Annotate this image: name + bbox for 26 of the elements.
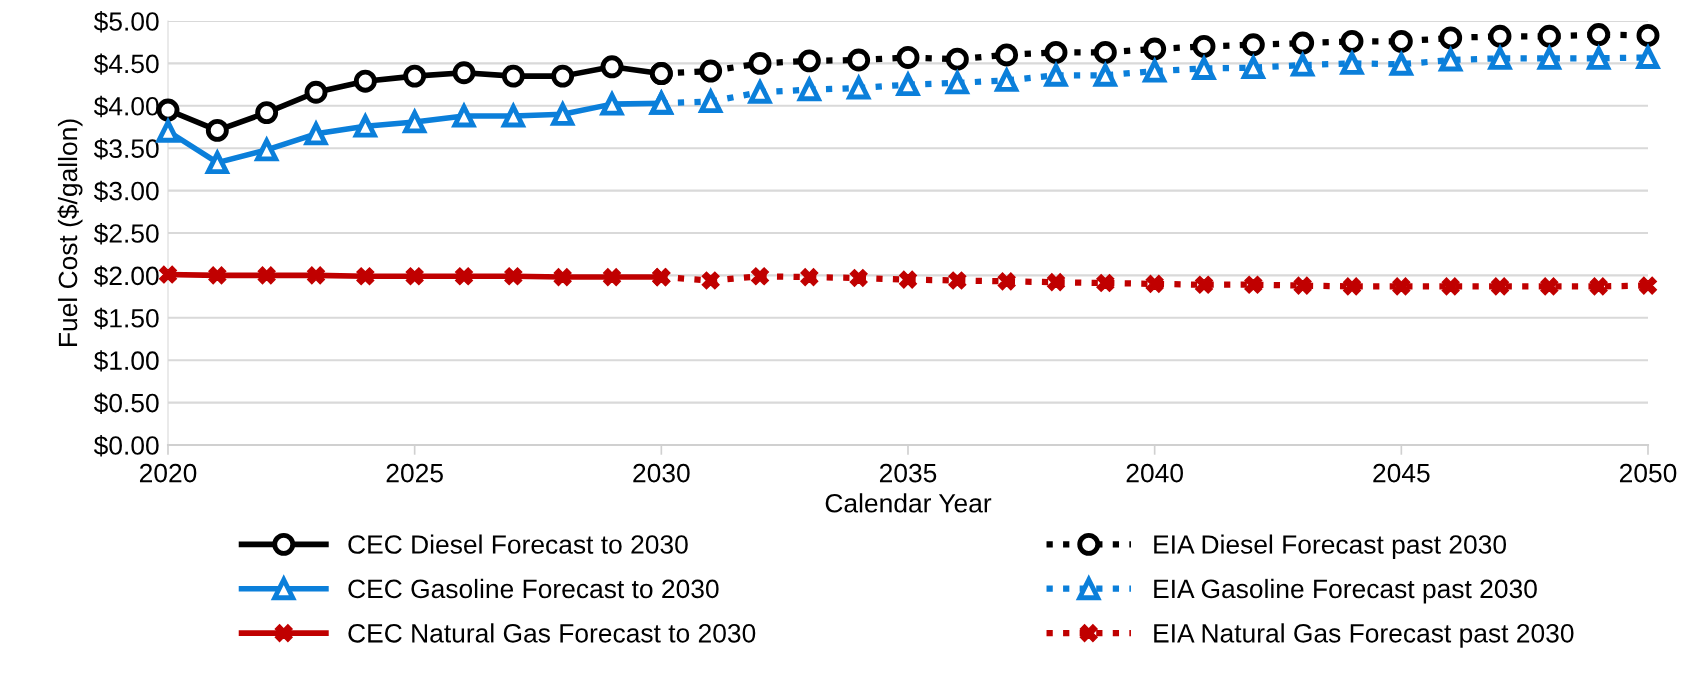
y-axis-title: Fuel Cost ($/gallon) xyxy=(57,119,83,346)
x-tick-label: 2020 xyxy=(139,463,197,483)
y-tick-label: $4.00 xyxy=(93,95,159,118)
y-tick-label: $2.00 xyxy=(93,265,159,287)
x-tick-label: 2050 xyxy=(1619,463,1677,483)
y-tick-label: $0.50 xyxy=(93,392,159,414)
x-tick-label: 2025 xyxy=(386,463,443,483)
legend-label: EIA Gasoline Forecast past 2030 xyxy=(1154,578,1537,604)
legend-label: CEC Gasoline Forecast to 2030 xyxy=(348,578,719,599)
x-tick-label: 2030 xyxy=(633,463,690,483)
x-tick-label: 2035 xyxy=(879,463,937,483)
y-tick-label: $2.50 xyxy=(93,223,159,245)
legend-label: EIA Natural Gas Forecast past 2030 xyxy=(1154,623,1574,648)
legend-label: EIA Diesel Forecast past 2030 xyxy=(1154,534,1507,560)
y-tick-label: $3.50 xyxy=(93,138,159,160)
y-tick-label: $5.00 xyxy=(93,11,159,33)
x-tick-label: 2040 xyxy=(1126,463,1183,483)
x-axis-title: Calendar Year xyxy=(825,493,992,513)
legend-label: CEC Diesel Forecast to 2030 xyxy=(348,534,688,554)
y-tick-label: $4.50 xyxy=(93,53,159,75)
y-tick-label: $0.00 xyxy=(93,435,159,457)
y-tick-label: $3.00 xyxy=(93,180,159,202)
legend-label: CEC Natural Gas Forecast to 2030 xyxy=(348,623,756,643)
x-tick-label: 2045 xyxy=(1373,463,1430,483)
y-tick-label: $1.50 xyxy=(93,307,159,330)
y-tick-label: $1.00 xyxy=(93,350,159,372)
